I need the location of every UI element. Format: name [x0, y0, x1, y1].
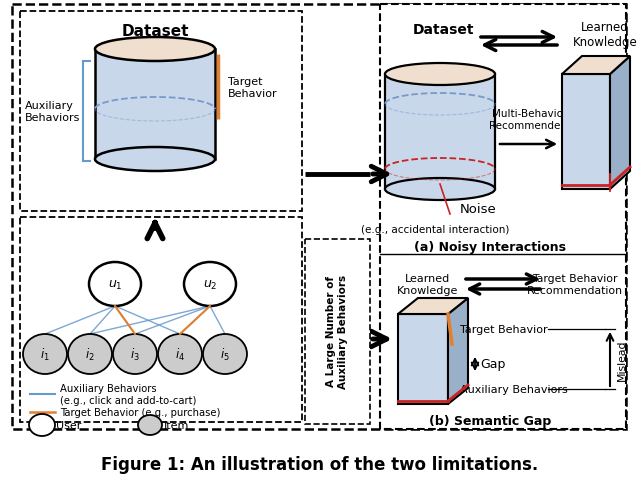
- Ellipse shape: [385, 64, 495, 86]
- Ellipse shape: [184, 263, 236, 306]
- Text: Auxiliary
Behaviors: Auxiliary Behaviors: [25, 101, 81, 122]
- Text: Target
Behavior: Target Behavior: [228, 77, 278, 98]
- Text: $i_2$: $i_2$: [85, 346, 95, 362]
- Ellipse shape: [203, 334, 247, 374]
- Text: $u_1$: $u_1$: [108, 278, 122, 291]
- Text: Learned
Knowledge: Learned Knowledge: [573, 21, 637, 49]
- Bar: [20, 12, 302, 212]
- Text: Auxiliary Behaviors: Auxiliary Behaviors: [460, 384, 568, 394]
- Text: Target Behavior (e.g., purchase): Target Behavior (e.g., purchase): [60, 407, 220, 417]
- Text: Target Behavior
Recommendation: Target Behavior Recommendation: [527, 274, 623, 295]
- Text: Gap: Gap: [480, 358, 506, 371]
- Ellipse shape: [158, 334, 202, 374]
- Text: $i_5$: $i_5$: [220, 346, 230, 362]
- Polygon shape: [610, 57, 630, 190]
- Ellipse shape: [95, 148, 215, 172]
- Text: Multi-Behavior
Recommenders: Multi-Behavior Recommenders: [490, 109, 571, 131]
- Text: Target Behavior: Target Behavior: [460, 324, 548, 334]
- Polygon shape: [385, 75, 495, 190]
- Ellipse shape: [138, 415, 162, 435]
- Polygon shape: [398, 314, 448, 404]
- Ellipse shape: [29, 414, 55, 436]
- Text: Dataset: Dataset: [121, 24, 189, 39]
- Text: (a) Noisy Interactions: (a) Noisy Interactions: [414, 241, 566, 254]
- Text: User: User: [56, 420, 81, 430]
- Text: A Large Number of
Auxiliary Behaviors: A Large Number of Auxiliary Behaviors: [326, 275, 348, 388]
- Text: (e.g., accidental interaction): (e.g., accidental interaction): [361, 225, 509, 235]
- Ellipse shape: [113, 334, 157, 374]
- Bar: [20, 217, 302, 422]
- Polygon shape: [398, 299, 468, 314]
- Ellipse shape: [23, 334, 67, 374]
- Polygon shape: [448, 299, 468, 404]
- Text: Mislead: Mislead: [617, 338, 627, 380]
- Text: Learned
Knowledge: Learned Knowledge: [397, 274, 459, 295]
- Text: Item: Item: [164, 420, 189, 430]
- Text: Noise: Noise: [460, 203, 497, 216]
- Text: $i_3$: $i_3$: [130, 346, 140, 362]
- Ellipse shape: [68, 334, 112, 374]
- Polygon shape: [95, 50, 215, 160]
- Text: Figure 1: An illustration of the two limitations.: Figure 1: An illustration of the two lim…: [101, 455, 539, 473]
- Text: (b) Semantic Gap: (b) Semantic Gap: [429, 415, 551, 428]
- Text: $i_4$: $i_4$: [175, 346, 185, 362]
- Text: Auxiliary Behaviors
(e.g., click and add-to-cart): Auxiliary Behaviors (e.g., click and add…: [60, 384, 196, 405]
- Ellipse shape: [89, 263, 141, 306]
- Bar: [305, 240, 370, 424]
- Text: $i_1$: $i_1$: [40, 346, 50, 362]
- Text: Dataset: Dataset: [412, 23, 474, 37]
- Text: $u_2$: $u_2$: [203, 278, 217, 291]
- Bar: [12, 5, 626, 429]
- Polygon shape: [562, 75, 610, 190]
- Polygon shape: [562, 57, 630, 75]
- Ellipse shape: [95, 38, 215, 62]
- Bar: [380, 5, 626, 429]
- Ellipse shape: [385, 179, 495, 201]
